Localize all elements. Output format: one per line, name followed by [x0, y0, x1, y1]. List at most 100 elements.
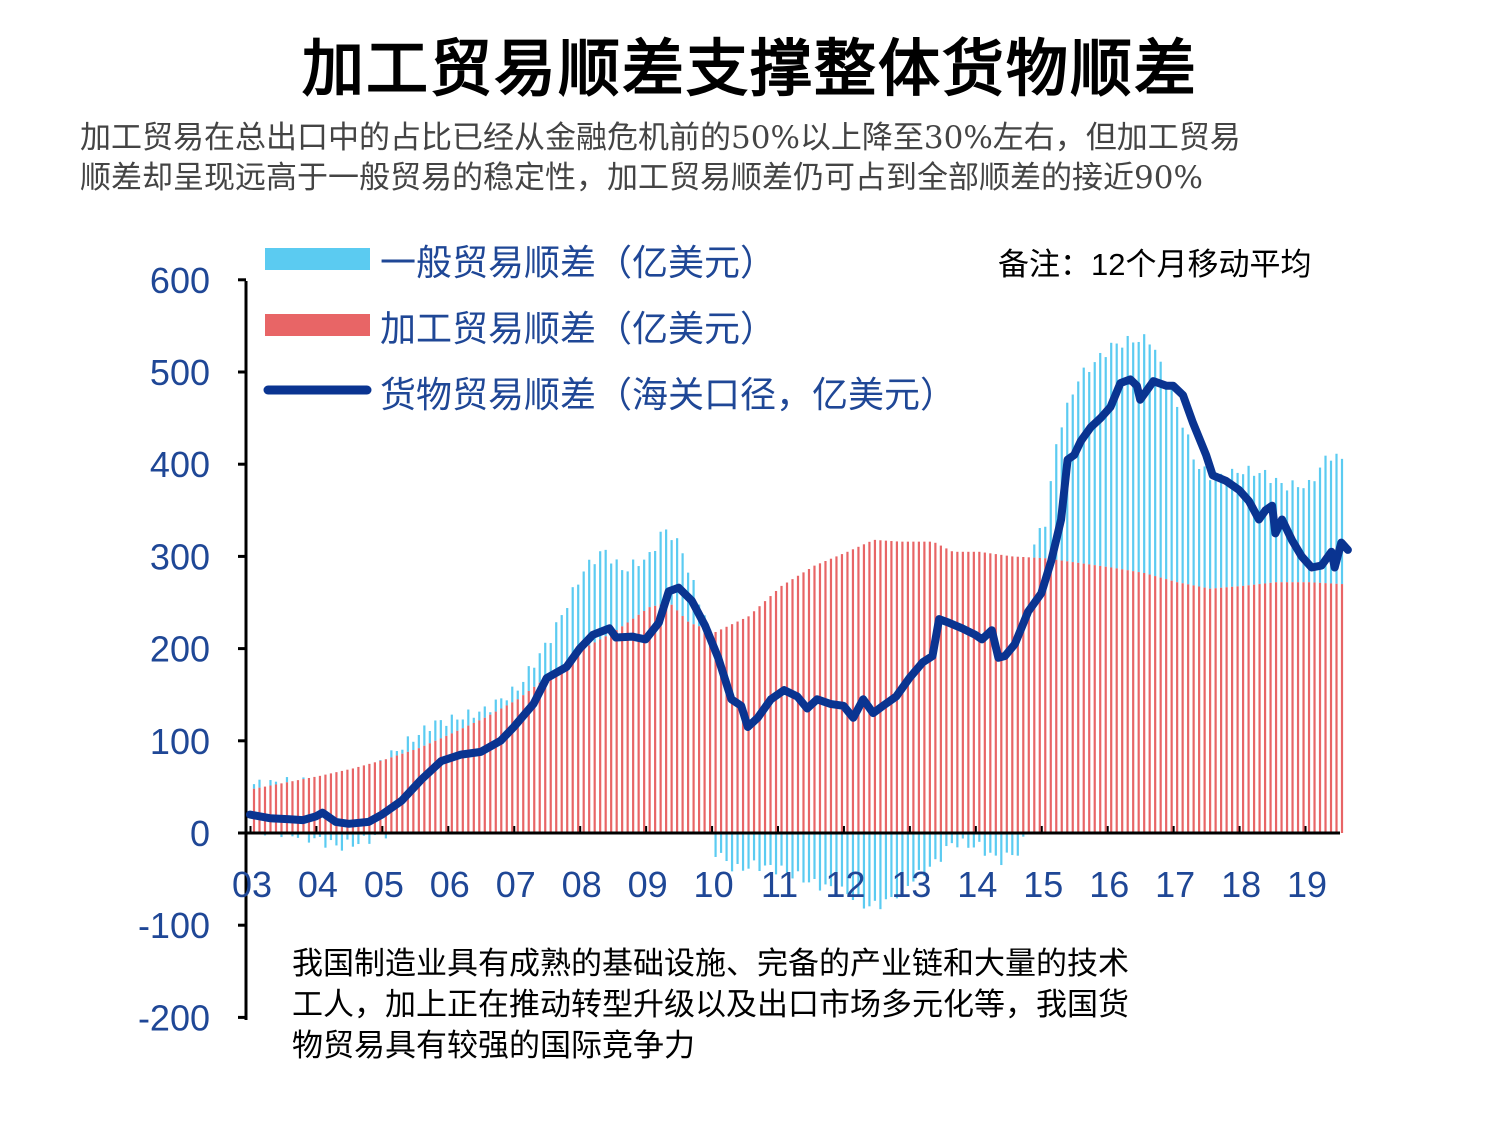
x-tick-label: 09: [628, 864, 668, 905]
legend-label-general: 一般贸易顺差（亿美元）: [380, 242, 776, 283]
general-bar: [324, 833, 326, 848]
general-bar: [1039, 528, 1041, 558]
general-bar: [1247, 466, 1249, 585]
processing-bar: [1242, 586, 1244, 833]
general-bar: [539, 653, 541, 682]
processing-bar: [588, 646, 590, 833]
processing-bar: [863, 544, 865, 833]
general-bar: [1033, 544, 1035, 557]
processing-bar: [1154, 576, 1156, 833]
processing-bar: [731, 624, 733, 833]
processing-bar: [1231, 587, 1233, 833]
processing-bar: [319, 776, 321, 833]
general-bar: [1264, 470, 1266, 583]
general-bar: [929, 833, 931, 867]
general-bar: [418, 735, 420, 748]
general-bar: [753, 833, 755, 860]
processing-bar: [1308, 582, 1310, 833]
processing-bar: [1236, 586, 1238, 833]
note-line-2: 工人，加上正在推动转型升级以及出口市场多元化等，我国货: [292, 985, 1332, 1026]
processing-bar: [725, 627, 727, 833]
processing-bar: [643, 611, 645, 833]
general-bar: [335, 833, 337, 845]
processing-bar: [868, 542, 870, 833]
processing-bar: [885, 541, 887, 833]
general-bar: [638, 566, 640, 615]
processing-bar: [1187, 584, 1189, 833]
processing-bar: [1176, 582, 1178, 833]
processing-bar: [621, 626, 623, 833]
processing-bar: [835, 556, 837, 833]
general-bar: [445, 726, 447, 736]
general-bar: [275, 782, 277, 785]
legend-label-processing: 加工贸易顺差（亿美元）: [380, 308, 776, 349]
legend-label-total: 货物贸易顺差（海关口径，亿美元）: [380, 374, 956, 415]
general-bar: [1094, 362, 1096, 565]
processing-bar: [440, 738, 442, 833]
general-bar: [984, 833, 986, 856]
general-bar: [1006, 833, 1008, 853]
legend-swatch-general: [265, 248, 370, 270]
processing-bar: [1000, 555, 1002, 833]
general-bar: [973, 833, 975, 847]
general-bar: [357, 833, 359, 844]
general-bar: [440, 720, 442, 738]
processing-bar: [945, 548, 947, 833]
general-bar: [1165, 384, 1167, 579]
general-bar: [989, 833, 991, 853]
general-bar: [885, 833, 887, 899]
processing-bar: [1149, 575, 1151, 833]
processing-bar: [1077, 563, 1079, 833]
processing-bar: [1132, 571, 1134, 833]
x-tick-label: 16: [1089, 864, 1129, 905]
general-bar: [506, 700, 508, 705]
general-bar: [1253, 476, 1255, 585]
general-bar: [258, 780, 260, 788]
processing-bar: [1105, 567, 1107, 833]
processing-bar: [791, 579, 793, 833]
general-bar: [561, 615, 563, 666]
processing-bar: [605, 636, 607, 833]
general-bar: [1341, 459, 1343, 584]
x-tick-label: 13: [891, 864, 931, 905]
processing-bar: [1011, 556, 1013, 833]
processing-bar: [253, 789, 255, 833]
processing-bar: [846, 552, 848, 833]
general-bar: [401, 750, 403, 754]
processing-bar: [561, 666, 563, 833]
processing-bar: [445, 736, 447, 833]
y-tick-label: -100: [138, 905, 210, 946]
general-bar: [1077, 381, 1079, 562]
general-bar: [621, 570, 623, 626]
general-bar: [467, 710, 469, 726]
bottom-note: 我国制造业具有成熟的基础设施、完备的产业链和大量的技术 工人，加上正在推动转型升…: [292, 944, 1332, 1067]
processing-bar: [989, 553, 991, 833]
processing-bar: [676, 610, 678, 833]
processing-bar: [467, 726, 469, 833]
general-bar: [956, 833, 958, 847]
processing-bar: [632, 619, 634, 833]
y-tick-label: 100: [150, 721, 210, 762]
general-bar: [868, 833, 870, 906]
processing-bar: [1313, 583, 1315, 833]
general-bar: [714, 833, 716, 857]
processing-bar: [324, 775, 326, 833]
general-bar: [649, 552, 651, 607]
general-bar: [627, 571, 629, 622]
processing-bar: [1286, 582, 1288, 833]
processing-bar: [297, 780, 299, 833]
general-bar: [528, 666, 530, 691]
processing-bar: [1247, 585, 1249, 833]
general-bar: [660, 532, 662, 605]
x-tick-label: 07: [496, 864, 536, 905]
general-bar: [682, 553, 684, 616]
general-bar: [945, 833, 947, 846]
processing-bar: [1264, 583, 1266, 833]
general-bar: [390, 750, 392, 757]
general-bar: [995, 833, 997, 856]
processing-bar: [764, 601, 766, 833]
processing-bar: [1341, 584, 1343, 833]
general-bar: [720, 833, 722, 853]
y-tick-label: -200: [138, 997, 210, 1038]
general-bar: [951, 833, 953, 843]
